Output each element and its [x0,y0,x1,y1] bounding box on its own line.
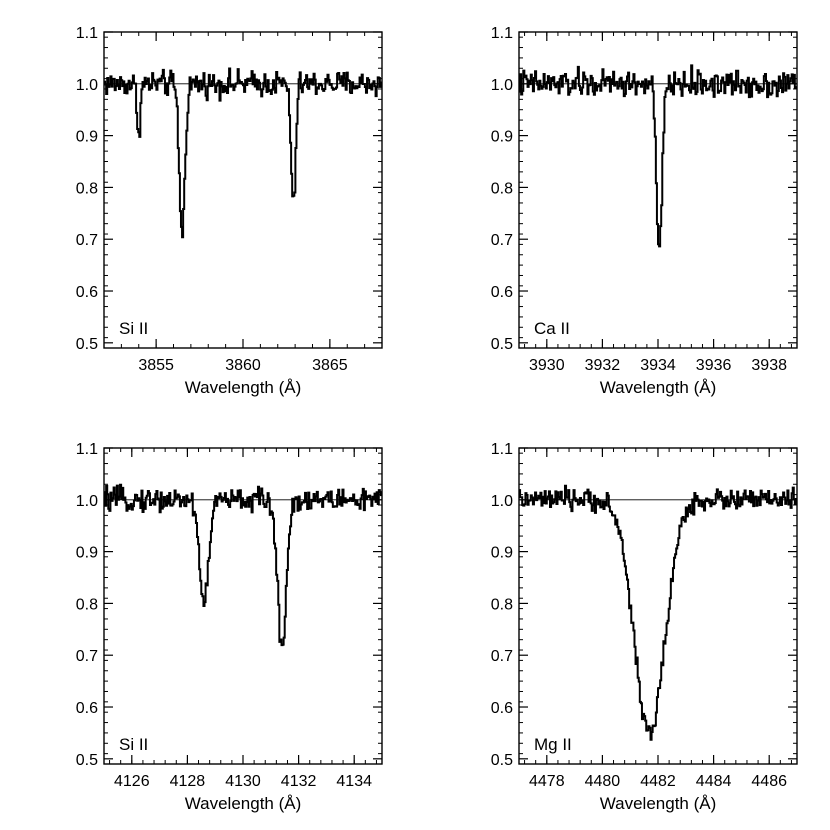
y-tick-label: 0.8 [76,180,98,197]
x-tick-label: 4130 [225,773,261,790]
x-tick-label: 3855 [138,357,174,374]
y-tick-label: 1.1 [76,25,98,42]
x-tick-label: 4486 [751,773,787,790]
x-axis-title: Wavelength (Å) [600,378,717,397]
x-tick-label: 3934 [640,357,676,374]
y-tick-label: 0.7 [491,232,513,249]
species-label: Si II [119,735,148,754]
species-label: Si II [119,319,148,338]
y-tick-label: 0.8 [491,596,513,613]
x-axis-title: Wavelength (Å) [185,794,302,813]
x-tick-label: 3865 [312,357,348,374]
spectrum-panel-3: 0.5 0.6 0.7 0.8 0.9 1.0 1.1 4126 4128 4130 4132 413… [76,441,383,813]
y-tick-label: 0.6 [76,700,98,717]
y-tick-label: 1.1 [76,441,98,458]
x-tick-label: 4480 [585,773,621,790]
x-tick-label: 4132 [281,773,317,790]
y-tick-label: 1.0 [491,493,513,510]
x-tick-label: 3932 [585,357,621,374]
x-tick-label: 3938 [751,357,787,374]
y-tick-label: 0.6 [76,284,98,301]
y-tick-label: 0.7 [76,648,98,665]
spectrum-panel-4: 0.5 0.6 0.7 0.8 0.9 1.0 1.1 4478 4480 4482 4484 448… [491,441,798,813]
x-tick-label: 4484 [696,773,732,790]
x-tick-label: 3860 [225,357,261,374]
spectrum-series [104,483,382,647]
x-tick-label: 4478 [529,773,565,790]
y-tick-label: 1.0 [76,493,98,510]
spectrum-panel-2: 0.5 0.6 0.7 0.8 0.9 1.0 1.1 3930 3932 3934 3936 393… [491,25,798,397]
y-tick-label: 0.5 [76,336,98,353]
y-tick-label: 0.7 [76,232,98,249]
y-tick-label: 0.9 [491,545,513,562]
y-tick-label: 0.6 [491,284,513,301]
plot-frame [103,447,383,765]
y-tick-label: 1.1 [491,25,513,42]
y-tick-label: 0.8 [76,596,98,613]
y-tick-label: 0.5 [491,336,513,353]
species-label: Ca II [534,319,570,338]
x-axis-title: Wavelength (Å) [600,794,717,813]
y-tick-label: 0.9 [76,545,98,562]
species-label: Mg II [534,735,572,754]
y-tick-label: 0.7 [491,648,513,665]
x-axis-title: Wavelength (Å) [185,378,302,397]
y-tick-label: 0.9 [491,129,513,146]
y-tick-label: 0.6 [491,700,513,717]
x-tick-label: 4482 [640,773,676,790]
x-tick-label: 4128 [170,773,206,790]
y-tick-label: 0.5 [76,752,98,769]
spectrum-series [519,64,797,248]
x-tick-label: 3936 [696,357,732,374]
spectrum-series [104,67,382,239]
spectrum-panel-1: 0.5 0.6 0.7 0.8 0.9 1.0 1.1 3855 3860 3865 Wavelen… [76,25,383,397]
y-tick-label: 1.0 [491,77,513,94]
y-tick-label: 0.9 [76,129,98,146]
y-tick-label: 1.1 [491,441,513,458]
y-tick-label: 0.5 [491,752,513,769]
x-tick-label: 4134 [336,773,372,790]
x-tick-label: 4126 [114,773,150,790]
y-tick-label: 1.0 [76,77,98,94]
x-tick-label: 3930 [529,357,565,374]
spectrum-series [519,484,797,741]
y-tick-label: 0.8 [491,180,513,197]
